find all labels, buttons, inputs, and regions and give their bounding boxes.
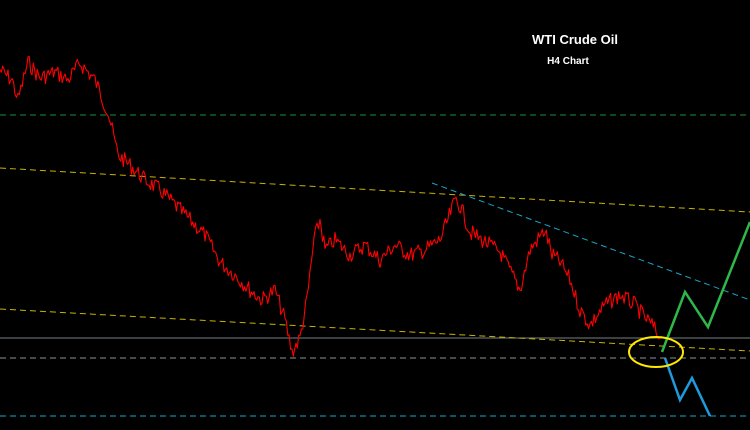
- chart-subtitle: H4 Chart: [547, 56, 589, 67]
- projections-layer: [628, 221, 750, 417]
- trendlines-layer: [0, 167, 750, 352]
- highlight-ellipse: [628, 336, 684, 368]
- price-layer: [0, 56, 661, 357]
- bullish-projection-path: [660, 221, 750, 353]
- trendline-downtrend: [431, 182, 750, 301]
- chart-title: WTI Crude Oil: [532, 32, 618, 47]
- levels-layer: [0, 114, 750, 417]
- bearish-projection-path: [663, 357, 712, 417]
- trendline-channel-upper: [0, 167, 750, 213]
- trendline-channel-lower: [0, 308, 750, 352]
- price-series: [0, 56, 661, 357]
